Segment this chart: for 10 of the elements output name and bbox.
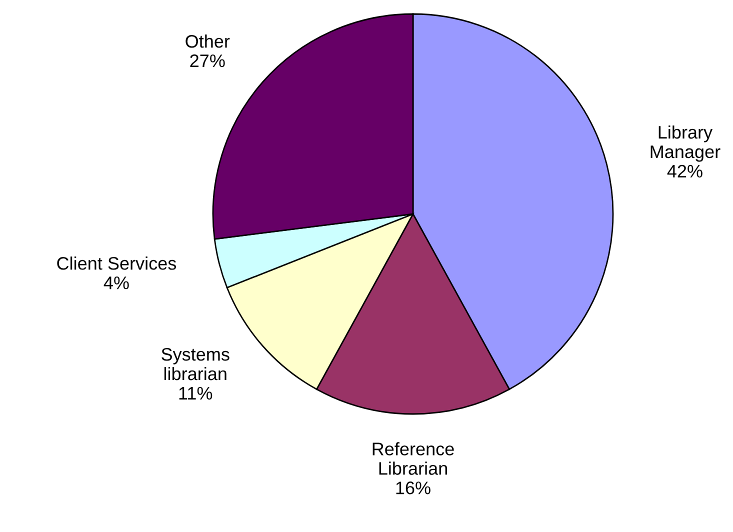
data-label: 16% — [396, 482, 430, 494]
data-label: 11% — [179, 386, 212, 400]
slice-label: Other — [186, 34, 230, 48]
slice-label: Reference Librarian — [372, 442, 454, 475]
slice-label: Client Services — [57, 256, 176, 270]
data-label: 4% — [104, 276, 129, 290]
slice-label: Library Manager — [650, 125, 720, 162]
slice-label: Systems librarian — [162, 348, 230, 380]
data-label: 42% — [667, 164, 702, 178]
data-label: 27% — [190, 54, 225, 68]
